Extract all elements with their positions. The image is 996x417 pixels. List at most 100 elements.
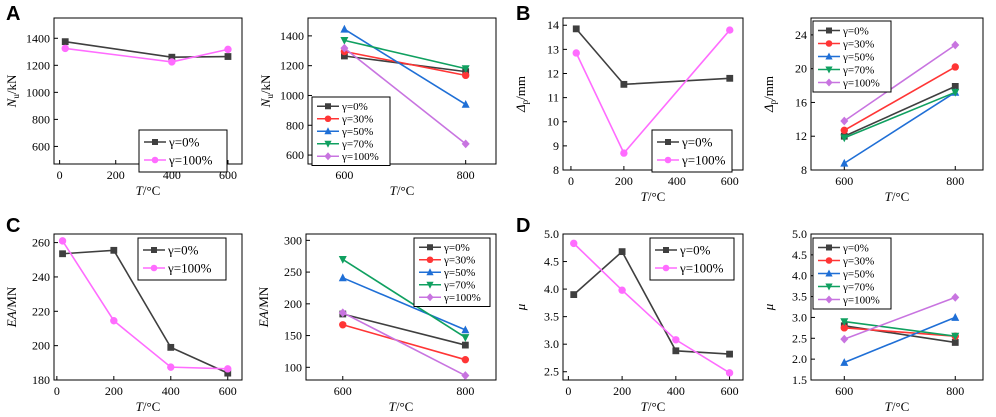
d2-y-tick-label: 4.0 xyxy=(792,269,807,283)
d2-x-tick-label: 800 xyxy=(946,384,964,398)
d1-x-tick-label: 400 xyxy=(667,384,685,398)
b2-data-point xyxy=(840,134,849,143)
c2-data-point xyxy=(461,341,469,349)
b1-y-tick-label: 14 xyxy=(547,18,559,32)
d2-y-axis-label: μ xyxy=(761,303,776,311)
b1-data-point xyxy=(620,149,628,157)
b1-y-tick-label: 11 xyxy=(547,91,559,105)
c2-x-tick-label: 600 xyxy=(334,384,352,398)
c1-x-tick-label: 600 xyxy=(219,384,237,398)
b1-data-point xyxy=(726,26,734,34)
c1-data-point xyxy=(224,369,232,377)
a2-legend-label: γ=0% xyxy=(341,101,368,113)
b1-legend-label: γ=0% xyxy=(681,135,713,150)
d2-data-point xyxy=(840,318,849,326)
c1-legend-label: γ=0% xyxy=(167,243,199,258)
d2-data-point xyxy=(840,334,849,344)
a1-x-axis-label: T/°C xyxy=(136,183,161,198)
c1-data-point xyxy=(167,363,175,371)
a2-series-line-1 xyxy=(344,50,466,77)
b1-x-tick-label: 200 xyxy=(615,174,633,188)
d1-legend-marker xyxy=(663,247,669,253)
d1-y-tick-label: 2.5 xyxy=(544,365,559,379)
d1-data-point xyxy=(618,286,626,294)
b2-data-point xyxy=(951,88,960,97)
c1-y-tick-label: 220 xyxy=(32,304,50,318)
a2-y-tick-label: 800 xyxy=(286,118,304,132)
a1-y-tick-label: 600 xyxy=(32,139,50,153)
c2-data-point xyxy=(339,321,347,329)
d1-legend-marker xyxy=(662,264,670,272)
b1-x-axis-label: T/°C xyxy=(641,189,666,204)
b2-x-tick-label: 800 xyxy=(946,174,964,188)
c2-data-point xyxy=(461,325,470,334)
b2-y-tick-label: 24 xyxy=(795,28,807,42)
d2-y-tick-label: 2.0 xyxy=(792,352,807,366)
b1-data-point xyxy=(726,74,734,82)
d1-x-axis-label: T/°C xyxy=(641,399,666,412)
d1-legend-label: γ=100% xyxy=(679,261,724,276)
d2-plot-frame xyxy=(810,233,984,381)
c2-legend-marker xyxy=(427,244,433,251)
a1-series-line-1 xyxy=(65,47,229,63)
a2-legend-label: γ=50% xyxy=(341,126,373,138)
d1-series-line-1 xyxy=(573,242,730,374)
c1-legend-marker xyxy=(150,264,158,272)
c2-y-tick-label: 100 xyxy=(284,360,302,374)
c2-legend-marker xyxy=(426,281,434,289)
c2-series-line-3 xyxy=(342,258,466,339)
b2-data-point xyxy=(951,83,959,90)
a1-y-tick-label: 800 xyxy=(32,112,50,126)
d2-x-axis-label: T/°C xyxy=(885,399,910,412)
a1-legend-marker xyxy=(152,139,158,145)
c2-y-tick-label: 250 xyxy=(284,265,302,279)
a1-x-tick-label: 200 xyxy=(107,168,125,182)
c2-x-tick-label: 800 xyxy=(456,384,474,398)
d2-y-tick-label: 3.5 xyxy=(792,290,807,304)
d1-x-tick-label: 0 xyxy=(565,384,571,398)
d1-y-tick-label: 3.0 xyxy=(544,337,559,351)
d1-y-tick-label: 3.5 xyxy=(544,310,559,324)
d1-y-tick-label: 4.0 xyxy=(544,282,559,296)
d1-legend-label: γ=0% xyxy=(679,243,711,258)
b1-y-tick-label: 12 xyxy=(547,66,559,80)
c2-legend-label: γ=50% xyxy=(443,267,475,279)
b2-series-line-3 xyxy=(843,91,956,139)
c1-y-tick-label: 260 xyxy=(32,236,50,250)
a2-legend-label: γ=30% xyxy=(341,114,373,126)
a2-series-line-4 xyxy=(343,47,467,145)
a2-y-tick-label: 1400 xyxy=(280,29,304,43)
d1-y-axis-label: μ xyxy=(513,303,528,311)
c2-series-line-2 xyxy=(342,277,466,331)
a2-legend-marker xyxy=(324,115,332,123)
a2-x-axis-label: T/°C xyxy=(390,183,415,198)
d2-legend-marker xyxy=(825,295,833,304)
c1-series-line-1 xyxy=(61,240,228,370)
d1-legend-box xyxy=(649,237,735,281)
d1-data-point xyxy=(672,347,680,355)
b1-x-tick-label: 400 xyxy=(668,174,686,188)
c2-plot-frame xyxy=(305,233,497,381)
c2-legend-label: γ=0% xyxy=(443,242,470,254)
b2-series-line-1 xyxy=(843,66,956,132)
a1-legend-label: γ=100% xyxy=(168,153,213,168)
b1-data-point xyxy=(572,25,580,33)
b1-legend-marker xyxy=(665,139,671,145)
a2-y-axis-label: Nu/kN xyxy=(258,74,275,108)
panel-label-d: D xyxy=(516,215,530,237)
d2-y-tick-label: 2.5 xyxy=(792,331,807,345)
a1-y-tick-label: 1000 xyxy=(26,85,50,99)
a2-series-line-3 xyxy=(344,39,466,70)
a2-x-tick-label: 800 xyxy=(457,168,475,182)
b2-plot-frame xyxy=(810,17,984,171)
c2-data-point xyxy=(338,273,347,282)
b2-y-tick-label: 20 xyxy=(795,62,807,76)
d1-y-tick-label: 4.5 xyxy=(544,255,559,269)
a1-data-point xyxy=(61,44,69,53)
a2-plot-frame xyxy=(307,17,497,165)
d2-legend-marker xyxy=(825,257,833,264)
c1-data-point xyxy=(224,365,232,373)
d2-legend-label: γ=30% xyxy=(842,255,874,267)
d1-data-point xyxy=(570,239,578,248)
c2-legend-label: γ=30% xyxy=(443,255,475,267)
